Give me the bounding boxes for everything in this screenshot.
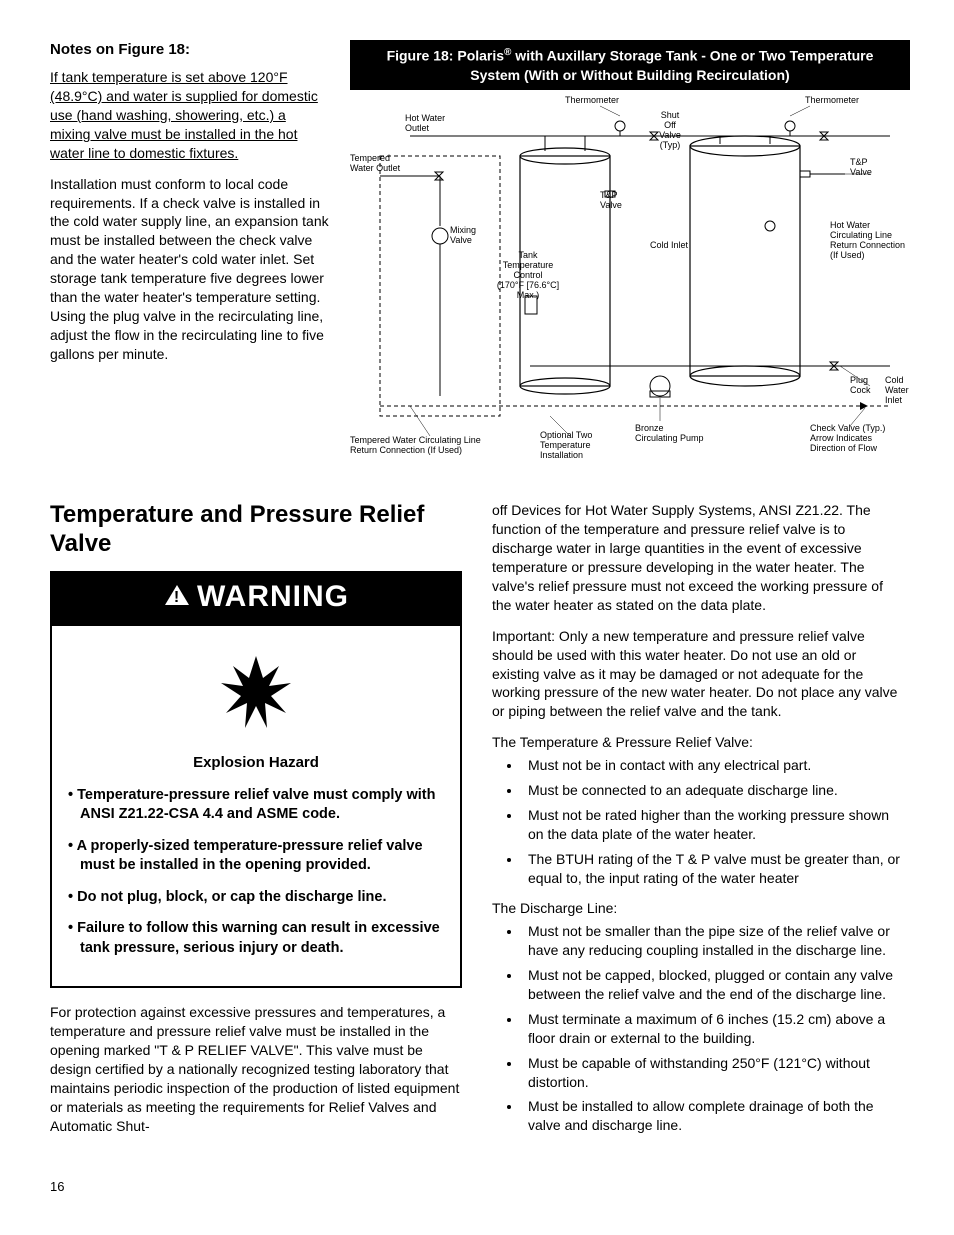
dl-item-1: Must not be smaller than the pipe size o… <box>522 922 904 960</box>
warning-box: ! WARNING Explosion Hazard • Temperature… <box>50 571 462 988</box>
dl-item-2: Must not be capped, blocked, plugged or … <box>522 966 904 1004</box>
tp-item-3: Must not be rated higher than the workin… <box>522 806 904 844</box>
notes-paragraph-1: If tank temperature is set above 120°F (… <box>50 68 330 162</box>
warning-bullet-3: • Do not plug, block, or cap the dischar… <box>68 888 444 908</box>
tp-requirements-list: Must not be in contact with any electric… <box>492 756 904 887</box>
label-thermometer-right: Thermometer <box>805 96 859 106</box>
label-plug-cock: PlugCock <box>850 376 871 396</box>
page-number: 16 <box>50 1178 904 1196</box>
warning-text: WARNING <box>197 580 349 613</box>
warning-body: Explosion Hazard • Temperature-pressure … <box>52 626 460 986</box>
figure-column: Figure 18: Polaris® with Auxillary Stora… <box>350 40 910 476</box>
explosion-icon <box>68 648 444 738</box>
tp-item-2: Must be connected to an adequate dischar… <box>522 781 904 800</box>
label-hot-water-outlet: Hot WaterOutlet <box>405 114 445 134</box>
dl-requirements-list: Must not be smaller than the pipe size o… <box>492 922 904 1135</box>
diagram-svg <box>350 96 910 476</box>
left-column: Temperature and Pressure Relief Valve ! … <box>50 501 462 1147</box>
left-paragraph-1: For protection against excessive pressur… <box>50 1003 462 1135</box>
warning-bullet-1: • Temperature-pressure relief valve must… <box>68 786 444 825</box>
notes-heading: Notes on Figure 18: <box>50 40 330 60</box>
tp-item-4: The BTUH rating of the T & P valve must … <box>522 850 904 888</box>
right-paragraph-2: Important: Only a new temperature and pr… <box>492 627 904 721</box>
main-columns: Temperature and Pressure Relief Valve ! … <box>50 501 904 1147</box>
label-tp-valve-left: T&PValve <box>600 191 622 211</box>
warning-bullet-4: • Failure to follow this warning can res… <box>68 919 444 958</box>
dl-item-4: Must be capable of withstanding 250°F (1… <box>522 1054 904 1092</box>
label-tempered-outlet: TemperedWater Outlet <box>350 154 400 174</box>
warning-header: ! WARNING <box>52 573 460 626</box>
label-thermometer-left: Thermometer <box>565 96 619 106</box>
top-section: Notes on Figure 18: If tank temperature … <box>50 40 904 476</box>
warning-bullet-2: • A properly-sized temperature-pressure … <box>68 837 444 876</box>
figure-caption-prefix: Figure 18: Polaris <box>387 48 504 64</box>
notes-column: Notes on Figure 18: If tank temperature … <box>50 40 330 476</box>
label-optional-two: Optional TwoTemperatureInstallation <box>540 431 610 461</box>
warning-bullets: • Temperature-pressure relief valve must… <box>68 786 444 959</box>
figure-caption-suffix: with Auxillary Storage Tank - One or Two… <box>470 48 873 83</box>
notes-paragraph-2: Installation must conform to local code … <box>50 175 330 364</box>
label-check-valve: Check Valve (Typ.)Arrow IndicatesDirecti… <box>810 424 910 454</box>
section-heading: Temperature and Pressure Relief Valve <box>50 501 462 559</box>
tp-item-1: Must not be in contact with any electric… <box>522 756 904 775</box>
label-tank-temp-control: TankTemperatureControl(170°F [76.6°C] Ma… <box>488 251 568 300</box>
right-column: off Devices for Hot Water Supply Systems… <box>492 501 904 1147</box>
dl-intro: The Discharge Line: <box>492 899 904 918</box>
label-cold-inlet: Cold Inlet <box>650 241 688 251</box>
figure-caption: Figure 18: Polaris® with Auxillary Stora… <box>350 40 910 90</box>
label-bronze-pump: BronzeCirculating Pump <box>635 424 715 444</box>
label-cold-water-inlet: ColdWaterInlet <box>885 376 915 406</box>
svg-text:!: ! <box>174 589 180 606</box>
label-mixing-valve: MixingValve <box>450 226 476 246</box>
label-tempered-circ: Tempered Water Circulating LineReturn Co… <box>350 436 500 456</box>
dl-item-5: Must be installed to allow complete drai… <box>522 1097 904 1135</box>
plumbing-diagram: Hot WaterOutlet TemperedWater Outlet Mix… <box>350 96 910 476</box>
label-shut-off-valve: ShutOffValve(Typ) <box>655 111 685 151</box>
right-paragraph-1: off Devices for Hot Water Supply Systems… <box>492 501 904 614</box>
tp-intro: The Temperature & Pressure Relief Valve: <box>492 733 904 752</box>
label-tp-valve-right: T&PValve <box>850 158 872 178</box>
label-hot-water-circ: Hot WaterCirculating LineReturn Connecti… <box>830 221 920 261</box>
warning-triangle-icon: ! <box>163 578 191 619</box>
hazard-title: Explosion Hazard <box>68 753 444 773</box>
dl-item-3: Must terminate a maximum of 6 inches (15… <box>522 1010 904 1048</box>
